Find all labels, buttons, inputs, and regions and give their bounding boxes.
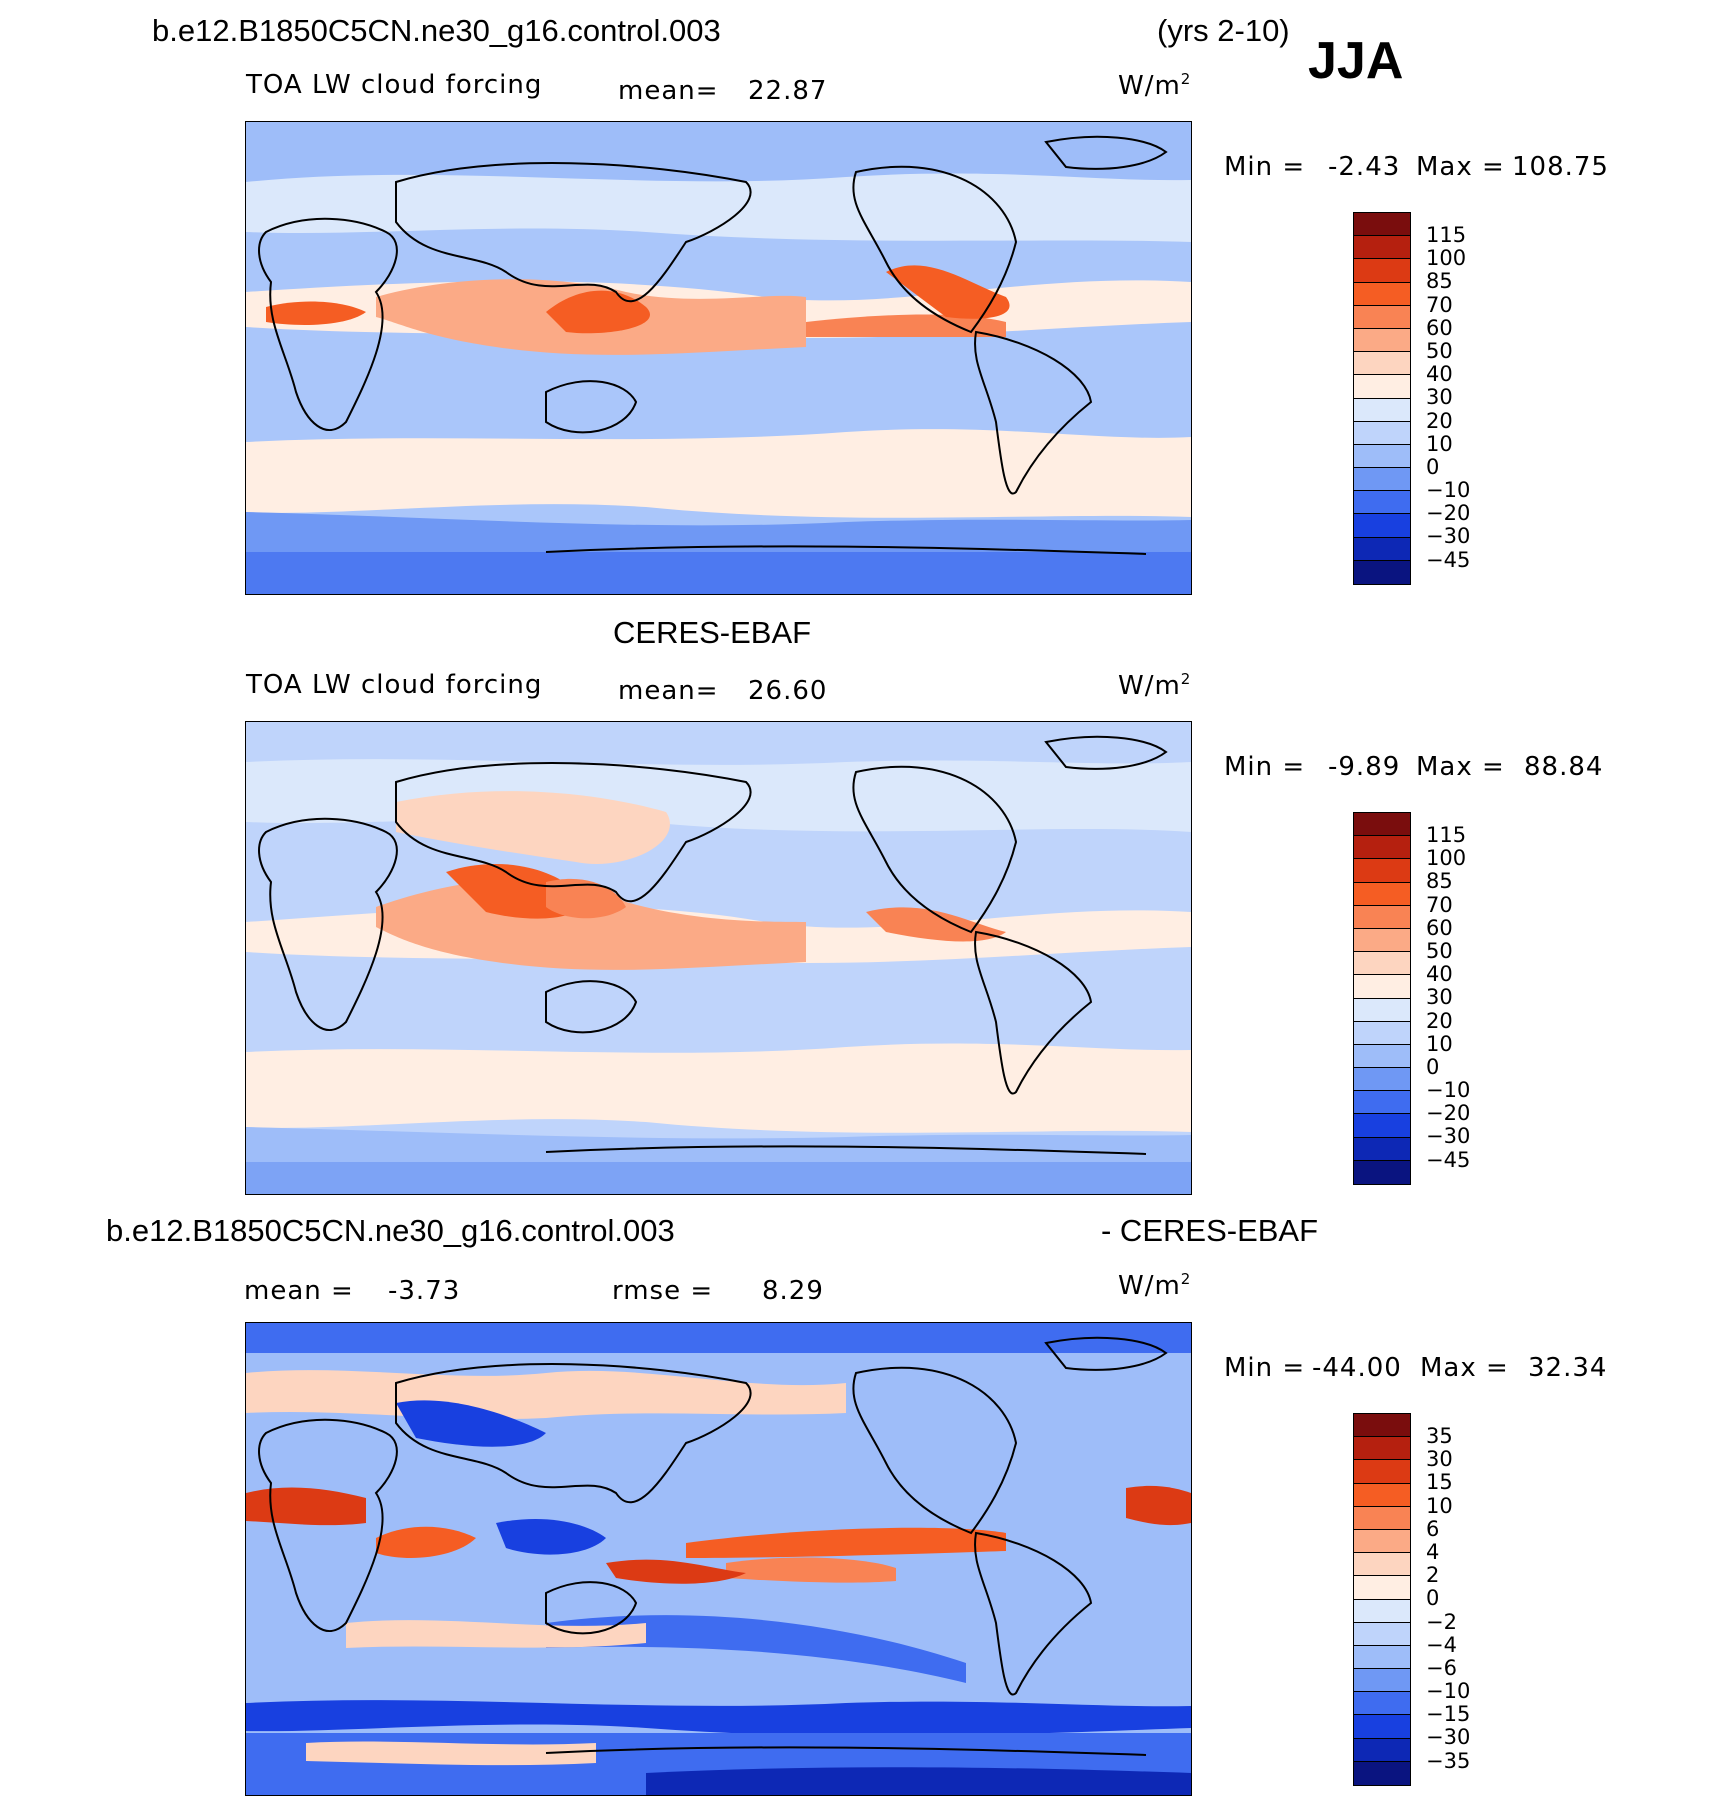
colorbar-labels-difference: 35 30 15 10 6 4 2 0 −2 −4 −6 −10 −15 −30 −35: [1426, 1424, 1471, 1773]
variable-label: TOA LW cloud forcing: [246, 70, 543, 100]
map-model: [245, 121, 1192, 595]
colorbar-labels-model: 115 100 85 70 60 50 40 30 20 10 0 −10 −20 −30 −45: [1426, 223, 1471, 572]
units-label: W/m2: [1118, 1270, 1192, 1301]
min-label: Min =: [1224, 752, 1306, 782]
max-value: 108.75: [1512, 152, 1609, 182]
min-label: Min =: [1224, 1353, 1306, 1383]
mean-value: 26.60: [748, 676, 828, 706]
units-label: W/m2: [1118, 70, 1192, 101]
colorbar-obs: [1353, 812, 1411, 1185]
mean-label: mean=: [618, 76, 719, 106]
min-label: Min =: [1224, 152, 1306, 182]
mean-label: mean =: [244, 1276, 354, 1306]
min-value: -2.43: [1328, 152, 1401, 182]
max-value: 32.34: [1528, 1353, 1608, 1383]
obs-title: CERES-EBAF: [613, 615, 812, 650]
min-value: -9.89: [1328, 752, 1401, 782]
diff-title-right: - CERES-EBAF: [1101, 1213, 1319, 1248]
max-label: Max =: [1420, 1353, 1509, 1383]
years-label: (yrs 2-10): [1157, 13, 1290, 48]
mean-value: 22.87: [748, 76, 828, 106]
mean-label: mean=: [618, 676, 719, 706]
map-obs: [245, 721, 1192, 1195]
max-label: Max =: [1416, 152, 1505, 182]
colorbar-difference: [1353, 1413, 1411, 1786]
rmse-label: rmse =: [612, 1276, 714, 1306]
units-label: W/m2: [1118, 670, 1192, 701]
colorbar-labels-obs: 115 100 85 70 60 50 40 30 20 10 0 −10 −20 −30 −45: [1426, 823, 1471, 1172]
diff-title-left: b.e12.B1850C5CN.ne30_g16.control.003: [106, 1213, 675, 1248]
season-label: JJA: [1308, 32, 1404, 90]
max-label: Max =: [1416, 752, 1505, 782]
case-title: b.e12.B1850C5CN.ne30_g16.control.003: [152, 13, 721, 48]
max-value: 88.84: [1524, 752, 1604, 782]
map-difference: [245, 1322, 1192, 1796]
min-value: -44.00: [1312, 1353, 1402, 1383]
variable-label: TOA LW cloud forcing: [246, 670, 543, 700]
rmse-value: 8.29: [762, 1276, 824, 1306]
colorbar-model: [1353, 212, 1411, 585]
mean-value: -3.73: [388, 1276, 461, 1306]
